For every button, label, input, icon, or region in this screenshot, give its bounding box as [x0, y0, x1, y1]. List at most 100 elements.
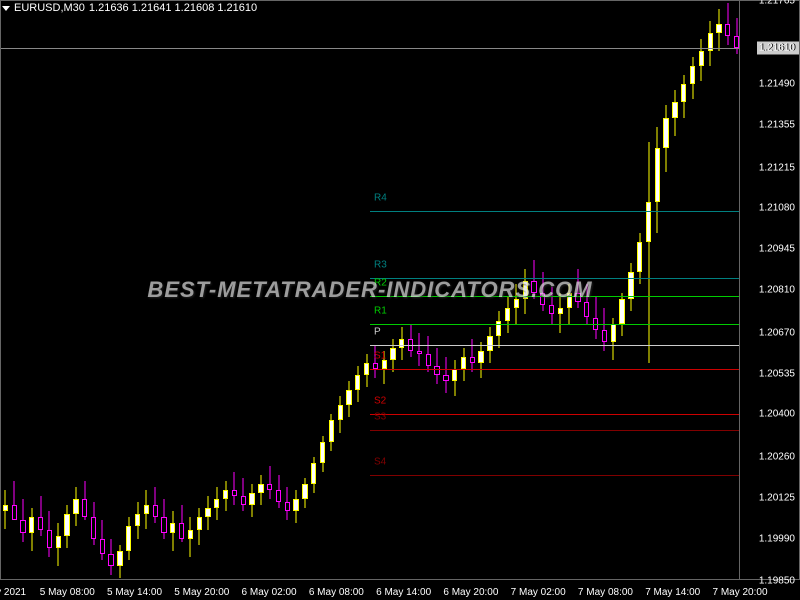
candle-body [628, 272, 633, 299]
pivot-label-r1: R1 [374, 305, 387, 316]
x-axis: 5 May 20215 May 08:005 May 14:005 May 20… [0, 580, 740, 600]
candle-body [470, 357, 475, 363]
candle-wick [243, 478, 244, 511]
candle-body [108, 554, 113, 566]
candle-body [249, 493, 254, 505]
candle-body [619, 299, 624, 323]
x-tick-label: 7 May 02:00 [511, 587, 566, 598]
candle-body [170, 523, 175, 532]
candle-body [293, 499, 298, 511]
x-tick-label: 5 May 08:00 [40, 587, 95, 598]
candle-body [699, 51, 704, 66]
y-tick-label: 1.21490 [759, 79, 795, 90]
y-tick-label: 1.20260 [759, 451, 795, 462]
candle-wick [269, 466, 270, 499]
candle-body [258, 484, 263, 493]
candle-body [637, 242, 642, 272]
candle-wick [648, 142, 649, 363]
x-tick-label: 6 May 20:00 [443, 587, 498, 598]
y-tick-label: 1.21080 [759, 203, 795, 214]
candle-body [100, 539, 105, 554]
candle-body [73, 499, 78, 514]
candle-body [3, 505, 8, 511]
candle-wick [40, 496, 41, 535]
y-tick-label: 1.20125 [759, 492, 795, 503]
candle-body [452, 369, 457, 381]
candle-body [91, 517, 96, 538]
candle-body [725, 24, 730, 36]
candle-body [267, 484, 272, 490]
dropdown-icon[interactable] [2, 6, 10, 11]
candle-wick [419, 333, 420, 366]
candle-body [417, 351, 422, 354]
x-tick-label: 5 May 20:00 [174, 587, 229, 598]
candle-body [355, 375, 360, 390]
y-tick-label: 1.20810 [759, 285, 795, 296]
pivot-line-s3 [370, 430, 739, 431]
plot-area[interactable]: BEST-METATRADER-INDICATORS.COM R4R3R2R1P… [0, 0, 740, 580]
pivot-label-p: P [374, 326, 381, 337]
candle-body [487, 336, 492, 351]
candle-body [390, 348, 395, 360]
candle-body [20, 520, 25, 532]
candle-body [241, 496, 246, 505]
candle-body [681, 84, 686, 102]
candle-body [478, 351, 483, 363]
ohlc-label: 1.21636 1.21641 1.21608 1.21610 [89, 2, 257, 14]
pivot-line-r1 [370, 324, 739, 325]
candle-body [144, 505, 149, 514]
x-tick-label: 7 May 14:00 [645, 587, 700, 598]
y-tick-label: 1.21765 [759, 0, 795, 7]
candle-body [197, 517, 202, 529]
y-axis: 1.217651.216101.214901.213551.212151.210… [740, 0, 800, 580]
current-price-line [1, 48, 739, 49]
candle-body [232, 490, 237, 496]
y-tick-label: 1.21610 [759, 42, 795, 53]
candle-body [734, 36, 739, 48]
y-tick-label: 1.20535 [759, 368, 795, 379]
candle-body [12, 505, 17, 520]
pivot-label-r4: R4 [374, 193, 387, 204]
candle-body [461, 357, 466, 369]
chart-container: EURUSD,M30 1.21636 1.21641 1.21608 1.216… [0, 0, 800, 600]
candle-body [179, 523, 184, 538]
candle-body [276, 490, 281, 502]
candle-body [161, 517, 166, 532]
candle-body [611, 324, 616, 342]
candle-body [329, 420, 334, 441]
candle-body [434, 366, 439, 375]
y-tick-label: 1.19850 [759, 576, 795, 587]
candle-body [38, 517, 43, 529]
candle-body [399, 339, 404, 348]
x-tick-label: 6 May 14:00 [376, 587, 431, 598]
candle-body [82, 499, 87, 517]
y-tick-label: 1.20400 [759, 409, 795, 420]
candle-body [443, 375, 448, 381]
candle-body [338, 405, 343, 420]
x-tick-label: 5 May 2021 [0, 587, 26, 598]
y-tick-label: 1.20945 [759, 244, 795, 255]
pivot-label-s4: S4 [374, 456, 386, 467]
x-tick-label: 6 May 08:00 [309, 587, 364, 598]
candle-body [558, 308, 563, 314]
candle-body [663, 118, 668, 148]
candle-body [320, 442, 325, 463]
pivot-line-s2 [370, 414, 739, 415]
candle-body [690, 66, 695, 84]
candle-body [56, 536, 61, 548]
candle-body [153, 505, 158, 517]
x-tick-label: 7 May 08:00 [578, 587, 633, 598]
y-tick-label: 1.20670 [759, 327, 795, 338]
candle-body [505, 308, 510, 320]
pivot-line-r4 [370, 211, 739, 212]
candle-body [205, 508, 210, 517]
candle-body [646, 202, 651, 241]
candle-body [47, 530, 52, 548]
candle-body [716, 24, 721, 33]
chart-header: EURUSD,M30 1.21636 1.21641 1.21608 1.216… [2, 2, 257, 14]
candle-body [135, 514, 140, 526]
candle-body [311, 463, 316, 484]
y-tick-label: 1.21355 [759, 120, 795, 131]
candle-body [117, 551, 122, 566]
candle-body [285, 502, 290, 511]
